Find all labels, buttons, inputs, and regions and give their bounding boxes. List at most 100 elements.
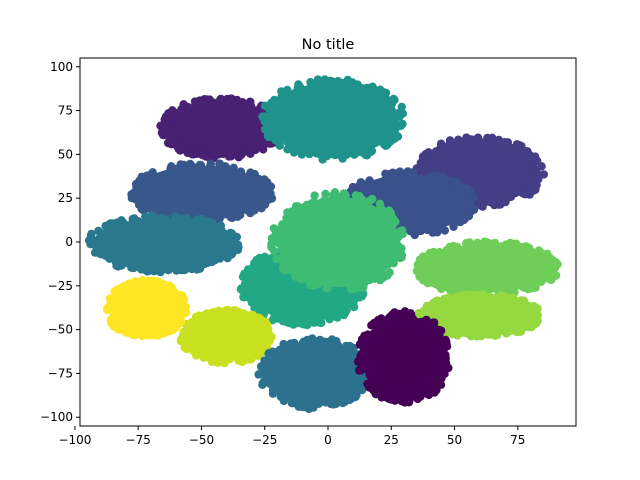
scatter-point xyxy=(232,149,241,158)
scatter-point xyxy=(395,167,405,176)
scatter-point xyxy=(331,80,340,89)
scatter-point xyxy=(493,330,502,340)
scatter-point xyxy=(266,110,275,119)
scatter-point xyxy=(375,199,385,208)
scatter-point xyxy=(367,321,376,330)
scatter-point xyxy=(222,98,231,107)
scatter-point xyxy=(370,274,379,283)
cluster-9 xyxy=(412,237,562,299)
scatter-point xyxy=(343,75,352,85)
scatter-point xyxy=(467,290,476,299)
x-tick-label: −25 xyxy=(252,433,277,447)
scatter-point xyxy=(227,213,237,223)
scatter-point xyxy=(364,274,373,283)
scatter-point xyxy=(158,213,167,223)
scatter-point xyxy=(525,284,535,293)
scatter-point xyxy=(205,98,214,108)
cluster-2 xyxy=(411,133,548,211)
scatter-point xyxy=(109,222,118,231)
scatter-point xyxy=(490,197,499,206)
cluster-8 xyxy=(267,188,407,294)
cluster-3 xyxy=(127,159,277,227)
scatter-point xyxy=(380,272,390,281)
x-tick-label: 0 xyxy=(324,433,332,447)
cluster-core xyxy=(136,165,267,221)
scatter-point xyxy=(179,100,188,109)
scatter-point xyxy=(423,155,432,165)
x-axis-ticks: −100 −75 −50 −25 0 25 50 75 xyxy=(58,426,525,447)
y-tick-label: −50 xyxy=(48,323,73,337)
scatter-point xyxy=(280,266,290,275)
scatter-point xyxy=(395,111,404,121)
scatter-point xyxy=(162,128,171,138)
scatter-point xyxy=(421,269,430,278)
scatter-point xyxy=(430,383,440,392)
scatter-point xyxy=(377,393,386,402)
scatter-point xyxy=(180,145,190,154)
scatter-point xyxy=(351,83,360,93)
cluster-core xyxy=(362,315,446,400)
scatter-point xyxy=(405,314,414,323)
scatter-point xyxy=(107,318,116,328)
cluster-14 xyxy=(353,307,453,407)
scatter-point xyxy=(283,85,292,95)
scatter-point xyxy=(174,145,183,154)
scatter-point xyxy=(237,101,246,110)
scatter-point xyxy=(166,326,175,335)
scatter-point xyxy=(275,141,284,150)
scatter-point xyxy=(270,246,279,256)
scatter-point xyxy=(299,268,308,278)
cluster-12 xyxy=(102,275,191,341)
scatter-point xyxy=(208,225,217,234)
scatter-point xyxy=(260,252,270,261)
scatter-point xyxy=(105,302,114,311)
scatter-point xyxy=(439,143,449,152)
scatter-point xyxy=(422,315,431,325)
scatter-point xyxy=(308,274,317,284)
cluster-core xyxy=(277,196,399,288)
scatter-point xyxy=(160,119,169,129)
scatter-point xyxy=(197,218,207,228)
scatter-point xyxy=(265,379,274,388)
scatter-point xyxy=(128,279,138,288)
scatter-point xyxy=(457,291,466,301)
scatter-point xyxy=(436,174,445,184)
scatter-point xyxy=(299,315,308,325)
scatter-point xyxy=(268,389,278,398)
scatter-point xyxy=(361,182,370,192)
chart-title: No title xyxy=(302,37,355,53)
scatter-point xyxy=(314,311,324,321)
scatter-point xyxy=(450,327,460,337)
scatter-point xyxy=(119,218,128,228)
scatter-point xyxy=(127,219,136,229)
scatter-point xyxy=(431,301,441,310)
scatter-point xyxy=(291,314,301,323)
scatter-point xyxy=(297,275,306,284)
scatter-point xyxy=(497,242,506,251)
scatter-point xyxy=(509,298,519,307)
scatter-point xyxy=(171,316,180,325)
cluster-core xyxy=(267,82,399,157)
y-tick-label: 50 xyxy=(58,147,73,161)
scatter-point xyxy=(259,302,269,311)
scatter-point xyxy=(382,319,391,328)
scatter-point xyxy=(122,323,131,332)
scatter-point xyxy=(236,309,245,318)
scatter-point xyxy=(439,351,448,361)
scatter-point xyxy=(374,321,383,331)
scatter-point xyxy=(425,259,434,269)
scatter-point xyxy=(389,228,399,237)
scatter-point xyxy=(483,238,493,247)
scatter-point xyxy=(309,197,318,207)
scatter-point xyxy=(159,325,168,334)
scatter-point xyxy=(377,134,386,144)
scatter-point xyxy=(205,164,215,173)
scatter-point xyxy=(215,159,224,168)
scatter-point xyxy=(143,331,152,340)
cluster-core xyxy=(264,341,367,406)
scatter-point xyxy=(496,294,505,303)
scatter-point xyxy=(97,243,107,252)
scatter-point xyxy=(390,95,399,105)
scatter-point xyxy=(358,148,367,157)
scatter-point xyxy=(113,262,123,271)
